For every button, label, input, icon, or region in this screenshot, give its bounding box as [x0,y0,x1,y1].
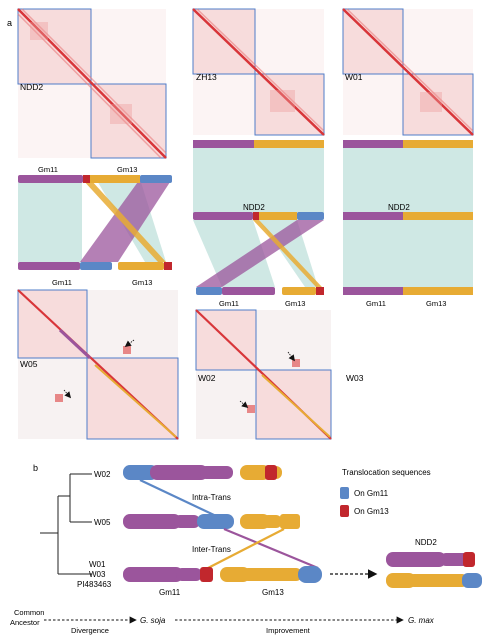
gm11-label-bottom-3: Gm11 [366,299,386,308]
intra-trans-label: Intra-Trans [192,493,231,502]
synteny-block-3 [343,140,473,295]
tree-label-w03: W03 [89,570,106,579]
sample-label-w03: W03 [346,373,364,383]
synteny-block-2 [193,140,324,295]
tree-label-w01: W01 [89,560,106,569]
legend-swatch-gm11 [340,487,349,499]
legend-label-gm13: On Gm13 [354,507,389,516]
tree-label-w02: W02 [94,470,111,479]
w05-to-gm13-connector [223,527,319,570]
hic-map-w01 [342,8,474,136]
gm13-label-bottom-2: Gm13 [285,299,305,308]
gm13-label-bottom-3: Gm13 [426,299,446,308]
gm13-label-b: Gm13 [262,588,284,597]
hic-map-zh13 [192,8,325,136]
sample-label-w05: W05 [20,359,38,369]
w02-chromosomes [123,465,282,480]
sample-label-w01: W01 [345,72,363,82]
hic-map-ndd2 [17,8,167,159]
intra-trans-connector [139,479,215,516]
tree-label-w05: W05 [94,518,111,527]
gm11-label-top-1: Gm11 [38,165,58,174]
sample-label-w02: W02 [198,373,216,383]
w05-chromosomes [123,514,300,529]
inter-trans-label: Inter-Trans [192,545,231,554]
synteny-block-1 [18,175,172,270]
timeline-gsoja: G. soja [140,616,166,625]
ndd2-mid-label-1: NDD2 [243,203,265,212]
legend-label-gm11: On Gm11 [354,489,389,498]
tree-label-pi483463: PI483463 [77,580,112,589]
gm13-label-top-1: Gm13 [117,165,137,174]
hic-map-w02 [195,309,332,440]
timeline-ancestor: Ancestor [10,618,40,627]
legend-title: Translocation sequences [342,468,431,477]
gm11-label-bottom-1: Gm11 [52,278,72,287]
legend-swatch-gm13 [340,505,349,517]
gm11-label-b: Gm11 [159,588,181,597]
phylogenetic-tree [40,473,92,575]
panel-a-letter: a [7,18,12,28]
timeline-improvement: Improvement [266,626,311,635]
ndd2-label-b: NDD2 [415,538,437,547]
timeline-gmax: G. max [408,616,435,625]
sample-label-zh13: ZH13 [196,72,217,82]
gm11-label-bottom-2: Gm11 [219,299,239,308]
ndd2-mid-label-2: NDD2 [388,203,410,212]
panel-b-letter: b [33,463,38,473]
timeline-divergence: Divergence [71,626,109,635]
inter-trans-connector [207,528,285,569]
timeline-common: Common [14,608,44,617]
ndd2-chromosomes [386,552,482,588]
hic-map-w05 [17,289,179,440]
gm13-label-bottom-1: Gm13 [132,278,152,287]
ancestral-chromosomes [123,566,322,583]
sample-label-ndd2: NDD2 [20,82,43,92]
